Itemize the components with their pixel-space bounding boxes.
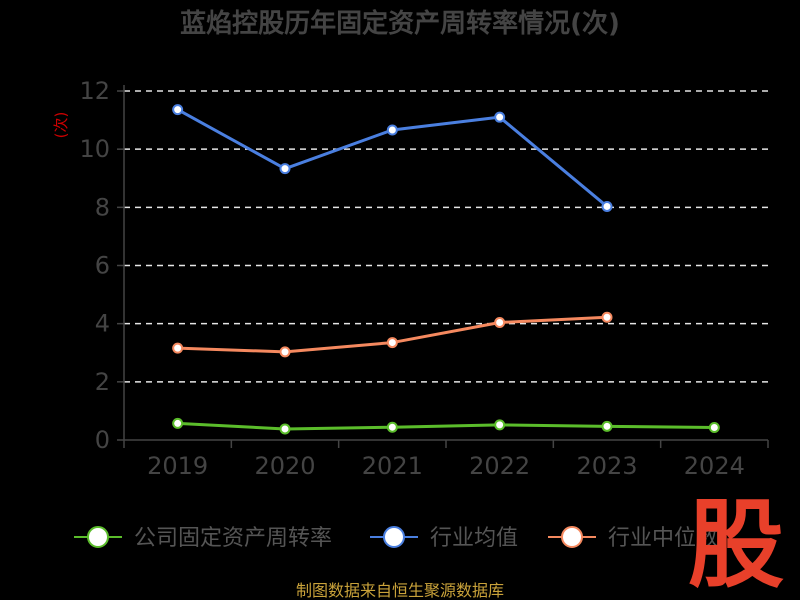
data-point [279, 163, 291, 175]
y-tick-labels: 0 2 4 6 8 10 12 [79, 77, 110, 454]
series-1 [172, 417, 720, 435]
data-point [494, 111, 506, 123]
data-point [172, 417, 184, 429]
series-2 [172, 104, 613, 212]
y-tick-label: 6 [95, 252, 110, 280]
series-line [176, 108, 608, 208]
axes [123, 85, 769, 448]
x-tick-label: 2019 [147, 452, 208, 480]
legend-label: 行业均值 [430, 526, 518, 551]
series-line [177, 421, 715, 431]
x-tick-labels: 2019 2020 2021 2022 2023 2024 [147, 452, 745, 480]
data-point [708, 421, 720, 433]
data-point [279, 423, 291, 435]
legend[interactable]: 公司固定资产周转率 行业均值 行业中位数 [74, 526, 718, 551]
legend-label: 公司固定资产周转率 [134, 526, 332, 551]
data-point [494, 317, 506, 329]
watermark-logo: 股 [688, 489, 784, 600]
source-caption: 制图数据来自恒生聚源数据库 [296, 581, 504, 600]
data-point [601, 200, 613, 212]
legend-swatch-marker [383, 526, 405, 548]
data-point [601, 420, 613, 432]
y-tick-label: 12 [79, 77, 110, 105]
y-axis-label: (次) [52, 112, 70, 139]
legend-item-1[interactable]: 公司固定资产周转率 [74, 526, 332, 551]
series-3 [172, 311, 613, 358]
chart-title: 蓝焰控股历年固定资产周转率情况(次) [180, 8, 620, 39]
y-tick-label: 8 [95, 193, 110, 221]
x-tick-label: 2021 [362, 452, 423, 480]
y-tick-label: 10 [79, 135, 110, 163]
legend-label: 行业中位数 [608, 526, 718, 551]
y-tick-label: 4 [95, 310, 110, 338]
y-tick-label: 0 [95, 426, 110, 454]
legend-swatch-marker [561, 526, 583, 548]
data-point [386, 421, 398, 433]
data-point [172, 342, 184, 354]
legend-item-3[interactable]: 行业中位数 [548, 526, 718, 551]
legend-swatch-marker [87, 526, 109, 548]
data-point [172, 104, 184, 116]
data-point [279, 346, 291, 358]
x-tick-label: 2024 [684, 452, 745, 480]
legend-item-2[interactable]: 行业均值 [370, 526, 518, 551]
x-tick-label: 2023 [576, 452, 637, 480]
data-point [386, 337, 398, 349]
x-tick-label: 2020 [254, 452, 315, 480]
x-tick-label: 2022 [469, 452, 530, 480]
series-lines [172, 104, 720, 435]
data-point [494, 419, 506, 431]
data-point [386, 124, 398, 136]
grid-lines [117, 90, 768, 441]
y-tick-label: 2 [95, 368, 110, 396]
data-point [601, 311, 613, 323]
